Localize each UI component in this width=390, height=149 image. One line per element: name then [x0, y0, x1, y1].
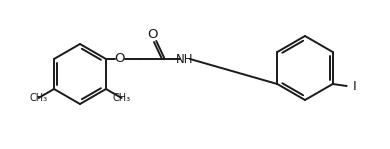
Text: CH₃: CH₃ [112, 93, 131, 103]
Text: O: O [148, 28, 158, 42]
Text: I: I [353, 80, 356, 93]
Text: O: O [115, 52, 125, 66]
Text: NH: NH [176, 53, 194, 66]
Text: CH₃: CH₃ [29, 93, 48, 103]
